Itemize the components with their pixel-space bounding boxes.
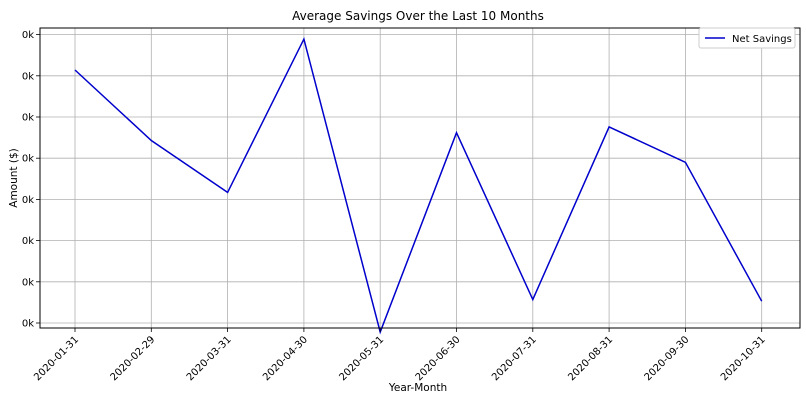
- x-axis: 2020-01-31 2020-02-29 2020-03-31 2020-04-30…: [32, 328, 768, 383]
- series-layer: [74, 36, 763, 335]
- legend-label-net-savings: Net Savings: [732, 34, 792, 45]
- x-tick-label: 2020-09-30: [643, 334, 692, 383]
- x-axis-label: Year-Month: [388, 382, 447, 394]
- legend: Net Savings: [698, 27, 796, 49]
- x-tick-label: 2020-04-30: [261, 334, 310, 383]
- plot-area: [40, 28, 800, 328]
- y-tick-label: 0k: [22, 236, 34, 247]
- y-axis-label: Amount ($): [8, 148, 20, 207]
- x-tick-label: 2020-07-31: [490, 334, 539, 383]
- x-tick-label: 2020-01-31: [32, 334, 81, 383]
- y-axis: 0k 0k 0k 0k 0k 0k 0k 0k: [22, 30, 40, 330]
- x-tick-label: 2020-10-31: [719, 334, 768, 383]
- y-tick-label: 0k: [22, 30, 34, 41]
- y-tick-label: 0k: [22, 195, 34, 206]
- y-tick-label: 0k: [22, 319, 34, 330]
- y-tick-label: 0k: [22, 154, 34, 165]
- plot-frame: [39, 27, 801, 329]
- x-tick-label: 2020-02-29: [109, 334, 158, 383]
- x-tick-label: 2020-06-30: [414, 334, 463, 383]
- legend-box: [698, 27, 796, 49]
- y-tick-label: 0k: [22, 113, 34, 124]
- y-tick-label: 0k: [22, 277, 34, 288]
- y-tick-label: 0k: [22, 71, 34, 82]
- series-line-net-savings: [74, 36, 763, 335]
- x-tick-label: 2020-05-31: [337, 334, 386, 383]
- chart-title: Average Savings Over the Last 10 Months: [292, 9, 544, 23]
- x-tick-label: 2020-08-31: [566, 334, 615, 383]
- x-tick-label: 2020-03-31: [185, 334, 234, 383]
- grid: [40, 28, 800, 328]
